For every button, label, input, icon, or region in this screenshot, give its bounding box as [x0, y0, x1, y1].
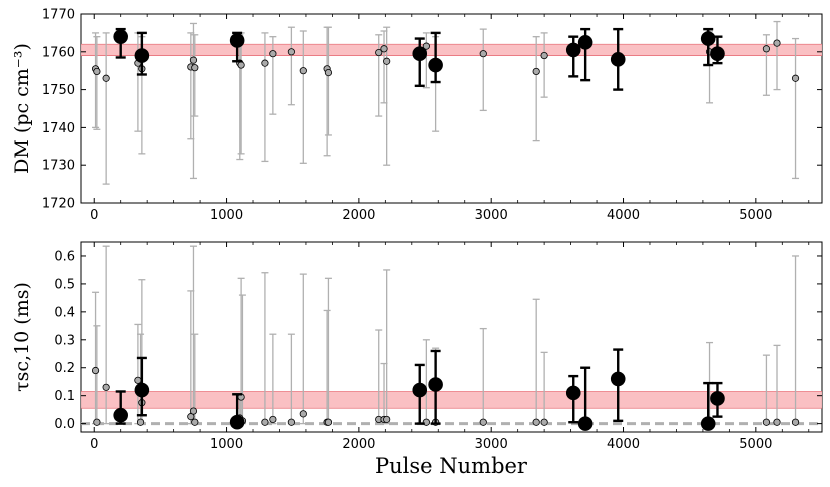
tau-black-point [428, 377, 443, 392]
tau-ytick-label: 0.6 [54, 249, 75, 264]
tau-ytick-label: 0.5 [54, 277, 75, 292]
tau-ytick-label: 0.4 [54, 305, 75, 320]
dm-band [81, 44, 822, 56]
dm-gray-point [269, 50, 277, 58]
dm-gray-point [773, 39, 781, 47]
tau-black-point [700, 416, 716, 431]
tau-black-point [113, 407, 128, 423]
dm-ytick-label: 1750 [42, 83, 75, 98]
dm-axis-label: DM (pc cm⁻³) [11, 43, 33, 174]
tau-gray-point [102, 383, 110, 391]
tau-ytick-label: 0.2 [54, 361, 75, 376]
tau-gray-point [134, 376, 142, 384]
dm-gray-point [189, 56, 198, 64]
dm-gray-point [191, 64, 199, 72]
dm-plot-content: 0 1000 2000 3000 4000 5000 1720 1730 1740 1750 176… [42, 8, 822, 223]
dm-ytick-label: 1740 [42, 121, 75, 136]
tau-gray-point [422, 418, 430, 426]
tau-gray-point [136, 418, 145, 426]
tau-gray-point [261, 418, 269, 426]
tau-xtick-label: 0 [90, 437, 98, 452]
tau-xtick-label: 3000 [475, 437, 508, 452]
tau-panel: 0 1000 2000 3000 4000 5000 0.0 0.1 0.2 0.3 0.4 0.5 0… [11, 241, 823, 452]
x-axis-label: Pulse Number [375, 454, 528, 478]
tau-gray-point [383, 415, 391, 424]
dm-gray-point [324, 68, 333, 77]
tau-black-point [229, 414, 245, 430]
dm-ytick-label: 1720 [42, 197, 75, 212]
dm-gray-point [299, 67, 307, 75]
dm-black-point [113, 29, 128, 44]
tau-ytick-label: 0.1 [54, 389, 75, 404]
dm-gray-point [93, 67, 101, 76]
tau-axis-label-text: τsc,10 (ms) [11, 282, 33, 392]
tau-gray-point [299, 410, 307, 418]
dm-gray-point [762, 45, 771, 53]
dm-axis-label-text: DM (pc cm⁻³) [11, 43, 33, 174]
tau-black-point [610, 371, 626, 387]
tau-xtick-label: 1000 [210, 437, 243, 452]
dm-panel: 0 1000 2000 3000 4000 5000 1720 1730 1740 1750 176… [11, 8, 823, 223]
dm-gray-point [261, 59, 269, 67]
dm-gray-point [380, 45, 388, 53]
dm-black-point [610, 52, 626, 67]
tau-gray-point [91, 366, 100, 375]
dm-xtick-label: 3000 [475, 208, 508, 223]
dm-black-point [229, 33, 245, 48]
dm-black-point [134, 48, 150, 63]
tau-gray-point [93, 418, 101, 426]
dm-gray-point [237, 61, 245, 69]
tau-black-point [565, 385, 581, 401]
tau-ytick-label: 0.0 [54, 417, 75, 432]
tau-black-point [577, 416, 593, 431]
tau-ytick-label: 0.3 [54, 333, 75, 348]
dm-gray-point [422, 42, 430, 50]
tau-xtick-label: 5000 [739, 437, 772, 452]
dm-gray-point [479, 50, 487, 58]
dm-xtick-label: 5000 [739, 208, 772, 223]
dm-gray-point [287, 48, 295, 56]
dm-black-point [428, 57, 443, 73]
dm-gray-point [540, 51, 548, 60]
dm-black-point [577, 35, 593, 50]
dm-gray-point [532, 67, 540, 76]
tau-gray-point [773, 418, 781, 426]
dm-xtick-label: 4000 [607, 208, 640, 223]
tau-band [81, 391, 822, 409]
dm-xtick-label: 2000 [342, 208, 375, 223]
dm-gray-point [102, 74, 110, 82]
tau-gray-point [479, 418, 487, 426]
dm-xtick-label: 0 [90, 208, 98, 223]
tau-xtick-label: 2000 [342, 437, 375, 452]
dm-black-point [700, 31, 716, 46]
dm-gray-point [375, 48, 383, 57]
tau-black-point [412, 382, 428, 398]
tau-gray-point [791, 418, 800, 426]
tau-gray-point [287, 418, 295, 426]
dm-black-point [412, 46, 428, 61]
tau-plot-content: 0 1000 2000 3000 4000 5000 0.0 0.1 0.2 0.3 0.4 0.5 0… [54, 242, 822, 452]
tau-axis-label: τsc,10 (ms) [11, 282, 33, 392]
tau-gray-point [324, 418, 333, 426]
dm-black-point [565, 42, 581, 58]
tau-gray-point [762, 418, 771, 426]
dm-xtick-label: 1000 [210, 208, 243, 223]
dm-ytick-label: 1760 [42, 45, 75, 60]
tau-gray-point [191, 418, 199, 426]
dm-plot-frame [80, 13, 823, 204]
dm-gray-point [791, 74, 800, 82]
dm-gray-point [383, 57, 391, 65]
tau-black-point [710, 391, 725, 406]
tau-plot-frame [80, 241, 823, 433]
tau-gray-point [532, 418, 540, 426]
tau-gray-point [540, 418, 548, 426]
dm-ytick-label: 1770 [42, 8, 75, 23]
dm-ytick-label: 1730 [42, 159, 75, 174]
tau-gray-point [189, 407, 198, 415]
dm-black-point [710, 46, 725, 61]
tau-black-point [134, 382, 150, 398]
tau-xtick-label: 4000 [607, 437, 640, 452]
tau-gray-point [269, 415, 277, 424]
